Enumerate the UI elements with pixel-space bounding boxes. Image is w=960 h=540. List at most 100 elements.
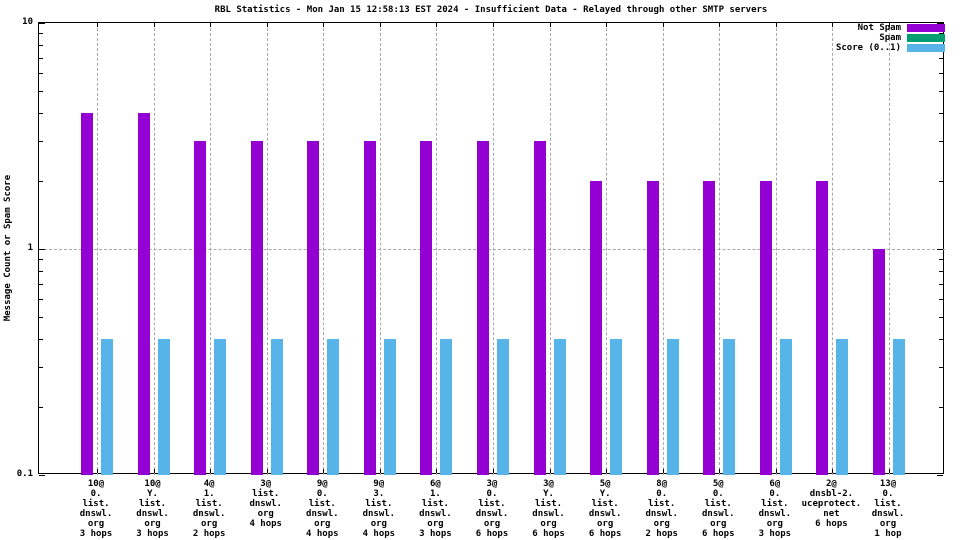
x-tick [832,469,834,473]
bar-score-0-1 [666,338,679,475]
y-minor-tick [939,180,943,182]
bar-not-spam [816,180,829,475]
x-tick [97,23,98,27]
y-minor-tick [39,317,43,319]
x-gridline [775,23,777,475]
y-minor-tick [939,58,943,59]
x-tick [266,23,268,27]
y-minor-tick [939,33,943,35]
bar-not-spam [363,141,376,475]
chart-title: RBL Statistics - Mon Jan 15 12:58:13 EST… [214,5,768,15]
x-tick [662,23,664,27]
x-gridline [266,23,268,475]
x-tick [153,469,155,473]
y-minor-tick [939,406,943,408]
y-minor-tick [39,44,43,46]
bar-not-spam [646,180,659,475]
x-category-label: 5@ 0. list. dnswl. org 6 hops [702,479,735,539]
x-tick [210,23,212,27]
x-gridline [97,23,98,475]
y-major-tick [39,249,45,250]
y-minor-tick [39,73,43,75]
legend-row: Score (0..1) [836,43,945,53]
x-category-label: 3@ list. dnswl. org 4 hops [249,479,282,529]
y-minor-tick [39,338,43,340]
bar-not-spam [420,141,433,475]
legend-label: Spam [879,33,901,43]
bar-score-0-1 [553,338,566,475]
bar-score-0-1 [327,338,340,475]
bar-score-0-1 [157,338,170,475]
x-gridline [379,23,381,475]
x-category-label: 8@ 0. list. dnswl. org 2 hops [645,479,678,539]
y-minor-tick [939,338,943,340]
x-tick [888,23,890,27]
x-category-label: 6@ 0. list. dnswl. org 3 hops [758,479,792,539]
legend-swatch [907,44,945,52]
bar-score-0-1 [101,338,113,475]
x-tick [606,469,608,473]
x-gridline [662,23,664,475]
x-category-label: 13@ 0. list. dnswl. org 1 hop [871,479,905,539]
bar-not-spam [590,180,603,475]
x-tick [888,469,890,473]
x-category-label: 10@ Y. list. dnswl. org 3 hops [136,479,169,539]
y-minor-tick [939,112,943,114]
legend-label: Score (0..1) [835,43,901,53]
bar-not-spam [533,141,546,475]
x-tick [775,23,777,27]
bar-score-0-1 [892,338,905,475]
x-tick [323,469,325,473]
y-minor-tick [39,367,43,369]
x-gridline [436,23,438,475]
bar-score-0-1 [270,338,283,475]
x-tick [153,23,155,27]
y-minor-tick [939,299,943,301]
x-tick [662,469,664,473]
x-gridline [153,23,155,475]
x-gridline [832,23,834,475]
legend-swatch [907,24,945,32]
x-tick [492,469,494,473]
x-gridline [549,23,551,475]
x-gridline [492,23,494,475]
bar-not-spam [476,141,489,475]
x-tick [492,23,494,27]
bar-score-0-1 [214,338,227,475]
x-tick [97,469,98,473]
x-tick [549,23,551,27]
y-minor-tick [39,33,43,35]
x-gridline [323,23,325,475]
y-minor-tick [39,91,43,93]
bar-score-0-1 [610,338,623,475]
y-minor-tick [939,73,943,75]
x-gridline [888,23,890,475]
x-category-label: 10@ 0. list. dnswl. org 3 hops [79,479,113,539]
x-category-label: 9@ 0. list. dnswl. org 4 hops [306,479,339,539]
x-gridline [719,23,721,475]
y-minor-tick [39,284,43,285]
x-tick [719,23,721,27]
bar-score-0-1 [440,338,453,475]
x-tick [549,469,551,473]
y-minor-tick [39,112,43,114]
legend-row: Not Spam [836,23,945,33]
y-tick-label: 1 [27,243,33,253]
x-tick [323,23,325,27]
bar-score-0-1 [496,338,509,475]
y-minor-tick [39,270,43,272]
y-minor-tick [939,91,943,93]
y-major-tick [937,23,943,24]
x-tick [832,23,834,27]
x-category-label: 9@ 3. list. dnswl. org 4 hops [362,479,396,539]
y-minor-tick [939,270,943,272]
y-major-tick [937,475,943,476]
x-gridline [210,23,212,475]
x-tick [436,469,438,473]
y-minor-tick [39,58,43,59]
y-tick-label: 10 [22,17,33,27]
x-tick [719,469,721,473]
y-tick-label: 0.1 [16,469,33,479]
x-category-label: 2@ dnsbl-2. uceprotect. net 6 hops [801,479,862,529]
y-gridline [39,249,945,250]
